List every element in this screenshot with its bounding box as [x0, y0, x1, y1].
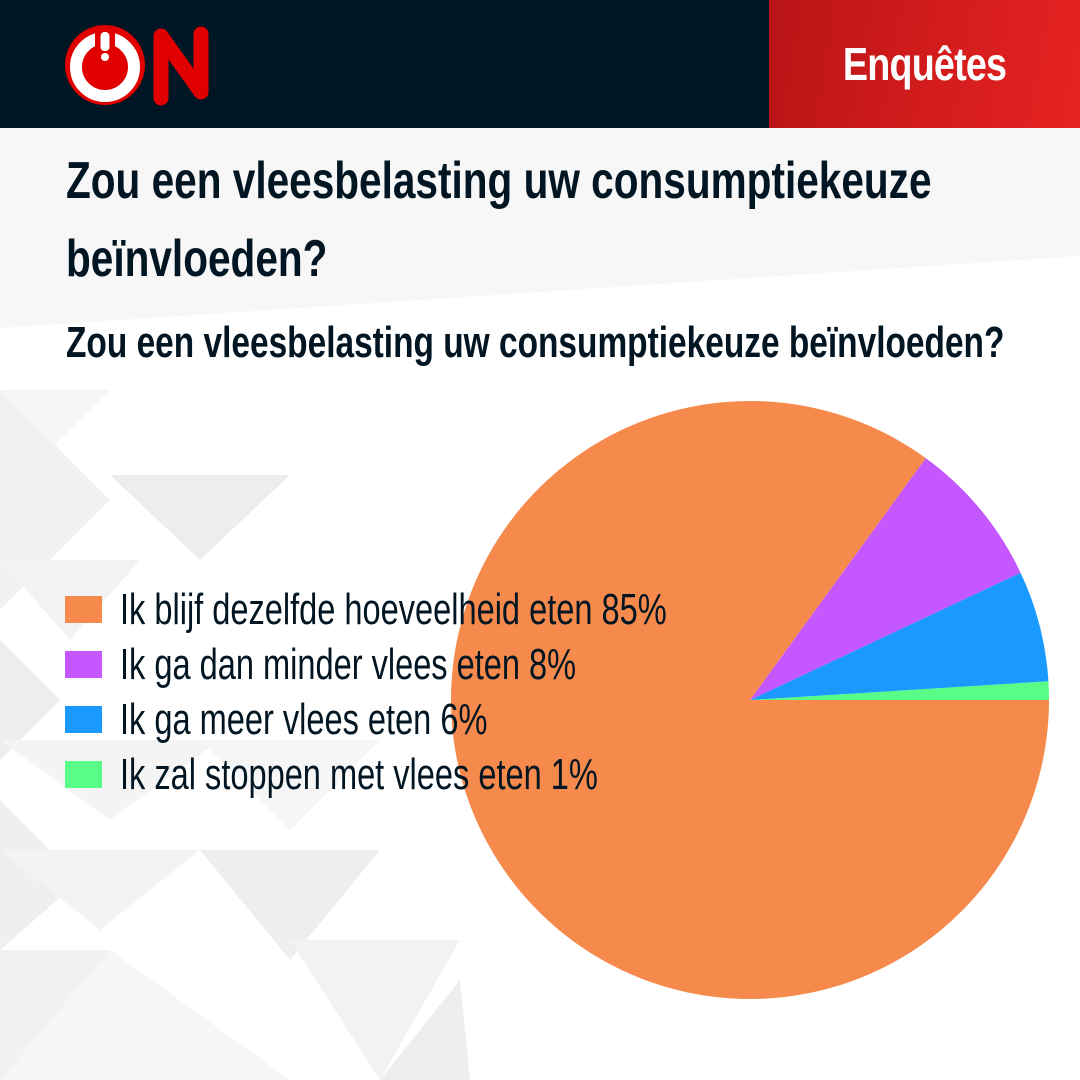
chart-legend: Ik blijf dezelfde hoeveelheid eten 85% Ik… [65, 582, 859, 802]
section-badge[interactable]: Enquêtes [769, 0, 1080, 128]
legend-item[interactable]: Ik ga dan minder vlees eten 8% [65, 637, 859, 692]
legend-swatch [65, 651, 102, 678]
legend-label: Ik blijf dezelfde hoeveelheid eten 85% [120, 584, 667, 634]
legend-item[interactable]: Ik ga meer vlees eten 6% [65, 692, 859, 747]
slice-more-meat[interactable] [750, 572, 1049, 700]
legend-item[interactable]: Ik blijf dezelfde hoeveelheid eten 85% [65, 582, 859, 637]
slice-same-amount[interactable] [450, 400, 1049, 999]
slice-stop-meat[interactable] [750, 681, 1049, 700]
chart-title: Zou een vleesbelasting uw consumptiekeuz… [66, 318, 1005, 367]
header-bar: Enquêtes [0, 0, 1080, 128]
title-line-1: Zou een vleesbelasting uw consumptiekeuz… [66, 152, 932, 210]
legend-label: Ik zal stoppen met vlees eten 1% [120, 749, 598, 799]
legend-swatch [65, 596, 102, 623]
page-title: Zou een vleesbelasting uw consumptiekeuz… [66, 142, 932, 298]
title-line-2: beïnvloeden? [66, 230, 328, 288]
legend-item[interactable]: Ik zal stoppen met vlees eten 1% [65, 747, 859, 802]
legend-swatch [65, 761, 102, 788]
legend-label: Ik ga dan minder vlees eten 8% [120, 639, 577, 689]
legend-swatch [65, 706, 102, 733]
section-label: Enquêtes [842, 38, 1007, 90]
power-icon [65, 25, 145, 105]
slice-less-meat[interactable] [750, 458, 1021, 700]
legend-label: Ik ga meer vlees eten 6% [120, 694, 488, 744]
on-logo[interactable] [62, 22, 227, 108]
